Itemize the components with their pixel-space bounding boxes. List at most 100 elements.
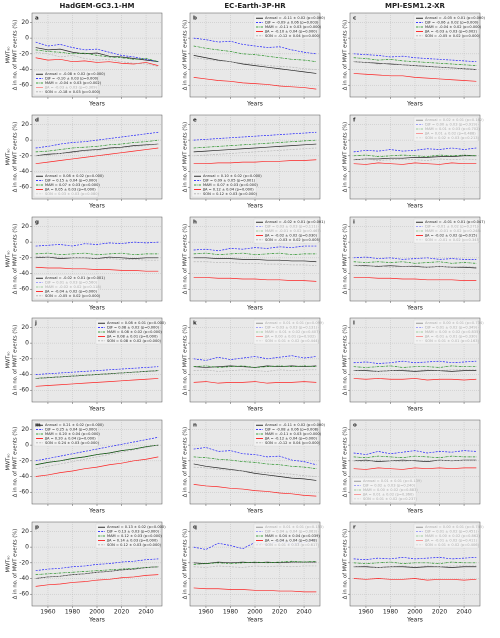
y-axis-label: Δ in no. of MWT events (%) bbox=[13, 325, 19, 395]
legend-label: SON = 0.02 ± 0.03 (p=0.213) bbox=[425, 136, 480, 140]
series-line bbox=[193, 37, 317, 55]
legend-label: Annual = -0.05 ± 0.01 (p=0.000) bbox=[425, 16, 486, 20]
panel-label: l bbox=[353, 321, 355, 327]
series-line bbox=[35, 366, 159, 375]
legend-label: JJA = -0.03 ± 0.03 (p=0.002) bbox=[424, 29, 478, 33]
legend-label: Annual = 0.02 ± 0.01 (p=0.162) bbox=[425, 118, 484, 122]
y-axis-label-top: MWT₉₀ bbox=[6, 149, 12, 166]
y-axis-label-top: MWT₉₀ bbox=[6, 47, 12, 64]
x-tick-label: 2020 bbox=[114, 609, 129, 616]
x-axis-label: Years bbox=[406, 508, 423, 515]
series-line bbox=[193, 245, 317, 252]
y-tick-label: 0 bbox=[25, 239, 29, 246]
panel-label: m bbox=[35, 423, 41, 429]
legend-label: MAM = 0.00 ± 0.02 (p=0.883) bbox=[363, 488, 418, 492]
series-line bbox=[193, 447, 317, 466]
legend-label: JJA = -0.01 ± 0.02 (p=0.411) bbox=[424, 538, 478, 542]
legend-label: MAM = -0.01 ± 0.02 (p=0.248) bbox=[425, 229, 482, 233]
legend-label: SON = -0.03 ± 0.02 (p=0.005) bbox=[265, 238, 321, 242]
series-line bbox=[193, 45, 317, 63]
legend-box bbox=[413, 116, 479, 142]
legend-label: MAM = 0.08 ± 0.02 (p=0.000) bbox=[107, 330, 162, 334]
y-axis-label: Δ in no. of MWT events (%) bbox=[13, 529, 19, 599]
panel-label: c bbox=[353, 16, 356, 22]
x-tick-label: 2040 bbox=[456, 609, 471, 616]
legend-label: DJF = 0.00 ± 0.03 (p=0.919) bbox=[425, 123, 478, 127]
legend-label: Annual = -0.11 ± 0.02 (p=0.000) bbox=[265, 16, 326, 20]
legend-label: MAM = 0.01 ± 0.02 (p=0.407) bbox=[265, 330, 320, 334]
series-line bbox=[193, 466, 317, 477]
series-line bbox=[193, 77, 317, 90]
x-tick-label: 1960 bbox=[358, 609, 373, 616]
legend-box bbox=[253, 421, 319, 447]
series-line bbox=[353, 578, 477, 581]
legend-label: DJF = 0.01 ± 0.02 (p=0.349) bbox=[425, 326, 478, 330]
legend-label: JJA = 0.08 ± 0.01 (p=0.000) bbox=[106, 334, 158, 338]
series-line bbox=[193, 139, 317, 149]
legend-box bbox=[413, 218, 479, 244]
y-tick-label: 0 bbox=[25, 35, 29, 42]
x-axis-label: Years bbox=[246, 203, 263, 210]
series-line bbox=[35, 241, 159, 247]
series-line bbox=[353, 360, 477, 364]
panel-label: k bbox=[193, 321, 197, 327]
legend-label: DJF = -0.08 ± 0.06 (p=0.008) bbox=[265, 428, 319, 432]
x-axis-label: Years bbox=[406, 305, 423, 312]
y-tick-label: 20 bbox=[21, 324, 29, 331]
legend-label: Annual = 0.00 ± 0.01 (p=0.745) bbox=[425, 525, 484, 529]
legend-label: DJF = 0.01 ± 0.02 (p=0.451) bbox=[425, 530, 478, 534]
legend-box bbox=[413, 523, 479, 549]
y-axis-label: Δ in no. of MWT events (%) bbox=[343, 325, 349, 395]
legend-label: Annual = -0.02 ± 0.01 (p=0.001) bbox=[45, 276, 106, 280]
series-line bbox=[35, 558, 159, 572]
legend-label: MAM = -0.04 ± 0.03 (p=0.002) bbox=[45, 81, 102, 85]
series-line bbox=[193, 587, 317, 593]
series-line bbox=[353, 158, 477, 161]
y-tick-label: 20 bbox=[21, 223, 29, 230]
series-line bbox=[353, 61, 477, 70]
panel-label: o bbox=[353, 423, 357, 429]
series-line bbox=[193, 147, 317, 157]
panel-label: r bbox=[353, 525, 356, 531]
legend-label: SON = 0.01 ± 0.01 (p=0.163) bbox=[425, 339, 480, 343]
x-axis-label: Years bbox=[88, 406, 105, 413]
legend-label: SON = 0.12 ± 0.03 (p=0.000) bbox=[203, 192, 258, 196]
series-line bbox=[35, 143, 159, 157]
y-tick-label: 0 bbox=[25, 137, 29, 144]
legend-label: Annual = -0.08 ± 0.02 (p=0.000) bbox=[45, 72, 106, 76]
series-line bbox=[35, 131, 159, 149]
series-line bbox=[35, 252, 159, 256]
legend-label: Annual = 0.21 ± 0.02 (p=0.000) bbox=[45, 423, 104, 427]
series-line bbox=[193, 159, 317, 165]
series-line bbox=[193, 261, 317, 267]
legend-label: Annual = -0.01 ± 0.01 (p=0.047) bbox=[425, 220, 486, 224]
legend-label: SON = -0.12 ± 0.04 (p=0.000) bbox=[265, 34, 321, 38]
y-tick-label: -20 bbox=[19, 152, 29, 159]
x-axis-label: Years bbox=[88, 203, 105, 210]
series-line bbox=[353, 556, 477, 561]
y-axis-label-top: MWT₉₀ bbox=[6, 454, 12, 471]
series-line bbox=[35, 566, 159, 579]
y-tick-label: -40 bbox=[19, 270, 29, 277]
legend-label: Annual = -0.11 ± 0.02 (p=0.000) bbox=[265, 423, 326, 427]
y-tick-label: 0 bbox=[25, 442, 29, 449]
legend-label: SON = 0.12 ± 0.03 (p=0.000) bbox=[107, 543, 162, 547]
y-tick-label: -20 bbox=[19, 355, 29, 362]
y-tick-label: 20 bbox=[21, 426, 29, 433]
x-axis-label: Years bbox=[246, 406, 263, 413]
panel-label: n bbox=[193, 423, 197, 429]
series-line bbox=[193, 57, 317, 70]
x-tick-label: 1980 bbox=[223, 609, 238, 616]
series-line bbox=[193, 131, 317, 141]
legend-label: SON = 0.01 ± 0.02 (p=0.444) bbox=[265, 339, 320, 343]
y-axis-label: Δ in no. of MWT events (%) bbox=[343, 529, 349, 599]
legend-label: JJA = 0.14 ± 0.03 (p=0.000) bbox=[106, 538, 158, 542]
y-tick-label: 0 bbox=[25, 340, 29, 347]
legend-label: SON = 0.08 ± 0.02 (p=0.000) bbox=[107, 339, 162, 343]
x-axis-label: Years bbox=[406, 406, 423, 413]
x-axis-label: Years bbox=[406, 101, 423, 108]
legend-box bbox=[351, 477, 417, 503]
legend-label: MAM = 0.20 ± 0.04 (p=0.000) bbox=[45, 432, 100, 436]
legend-label: DJF = -0.09 ± 0.06 (p=0.003) bbox=[265, 21, 319, 25]
